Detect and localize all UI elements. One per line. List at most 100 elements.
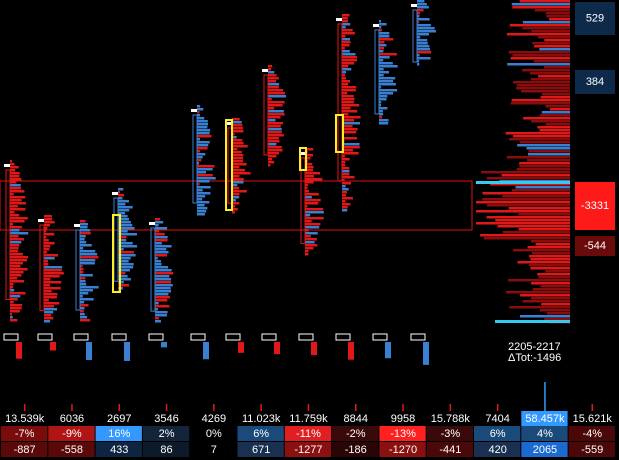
volume-cell <box>426 411 473 426</box>
profile-bar <box>342 125 353 128</box>
delta-cell <box>1 442 48 457</box>
volume-cell <box>379 411 426 426</box>
profile-bar <box>268 131 282 134</box>
profile-bar <box>379 47 385 50</box>
volume-cell <box>95 411 142 426</box>
profile-bar <box>417 57 431 60</box>
pct-text: -2% <box>346 428 366 440</box>
profile-bar <box>10 205 18 208</box>
profile-bar <box>80 220 86 223</box>
profile-bar <box>268 125 281 128</box>
profile-bar <box>305 244 318 247</box>
volume-profile-bar <box>537 36 570 39</box>
volume-profile-bar <box>513 81 570 84</box>
profile-bar <box>10 304 23 307</box>
profile-bar <box>197 180 210 183</box>
profile-bar <box>197 174 213 177</box>
volume-profile-bar <box>546 312 570 315</box>
profile-bar <box>80 223 88 226</box>
profile-bar <box>305 226 320 229</box>
profile-bar <box>80 265 83 268</box>
profile-bar <box>155 230 160 233</box>
profile-bar <box>342 29 353 32</box>
profile-bar <box>379 104 382 107</box>
profile-bar <box>197 189 203 192</box>
volume-text: 6036 <box>60 413 84 425</box>
profile-bar <box>10 268 28 271</box>
profile-bar <box>305 199 321 202</box>
profile-bar <box>10 226 22 229</box>
profile-bar <box>342 50 350 53</box>
profile-bar <box>197 177 216 180</box>
profile-bar <box>44 215 52 218</box>
delta-cell <box>568 442 615 457</box>
profile-bar <box>379 71 390 74</box>
price-marker <box>74 224 80 227</box>
profile-bar <box>197 138 201 141</box>
profile-bar <box>342 113 349 116</box>
profile-bar <box>268 83 280 86</box>
pct-text: -3% <box>441 428 461 440</box>
profile-bar <box>155 293 169 296</box>
volume-profile-bar <box>517 144 570 147</box>
profile-bar <box>232 202 240 205</box>
profile-bar <box>342 92 348 95</box>
profile-bar <box>379 68 384 71</box>
pct-cell <box>426 426 473 441</box>
profile-bar <box>305 187 308 190</box>
profile-bar <box>118 200 129 203</box>
profile-bar <box>342 167 350 170</box>
strip-box <box>73 333 89 341</box>
price-marker <box>4 164 10 167</box>
profile-bar <box>342 83 349 86</box>
profile-bar <box>44 248 50 251</box>
highlight-box <box>299 147 307 171</box>
volume-cell <box>521 411 568 426</box>
volume-profile-bar <box>540 285 570 288</box>
profile-bar <box>155 227 168 230</box>
delta-text: 671 <box>252 444 270 456</box>
profile-bar <box>268 68 272 71</box>
profile-bar <box>268 110 284 113</box>
profile-bar <box>44 218 53 221</box>
profile-bar <box>342 179 345 182</box>
price-label-bg <box>575 2 615 35</box>
profile-bar <box>80 247 84 250</box>
profile-bar <box>379 74 384 77</box>
volume-profile-bar <box>541 303 570 306</box>
profile-bar <box>155 320 162 323</box>
profile-bar <box>155 257 158 260</box>
delta-cell <box>426 442 473 457</box>
profile-bar <box>155 221 164 224</box>
profile-bar <box>118 230 128 233</box>
profile-bar <box>342 32 355 35</box>
volume-profile-bar <box>533 60 570 63</box>
profile-bar <box>268 101 285 104</box>
pct-text: 4% <box>537 428 553 440</box>
profile-bar <box>155 251 169 254</box>
profile-bar <box>118 203 126 206</box>
profile-bar <box>417 3 427 6</box>
profile-bar <box>342 200 346 203</box>
profile-bar <box>10 259 28 262</box>
volume-profile-bar <box>508 207 570 210</box>
profile-bar <box>232 139 243 142</box>
candle <box>75 229 81 311</box>
volume-profile-bar <box>545 12 570 15</box>
price-marker <box>411 4 417 7</box>
price-marker <box>373 24 379 27</box>
profile-bar <box>379 89 398 92</box>
profile-bar <box>305 190 309 193</box>
profile-bar <box>305 241 315 244</box>
volume-profile-bar <box>483 237 570 240</box>
volume-profile-bar <box>510 102 570 105</box>
profile-bar <box>44 227 48 230</box>
volume-text: 9958 <box>391 413 415 425</box>
profile-bar <box>268 164 271 167</box>
profile-bar <box>379 44 387 47</box>
volume-profile-bar <box>482 192 570 195</box>
profile-bar <box>232 148 238 151</box>
profile-bar <box>268 89 284 92</box>
profile-bar <box>342 164 346 167</box>
volume-text: 58.457k <box>525 413 565 425</box>
